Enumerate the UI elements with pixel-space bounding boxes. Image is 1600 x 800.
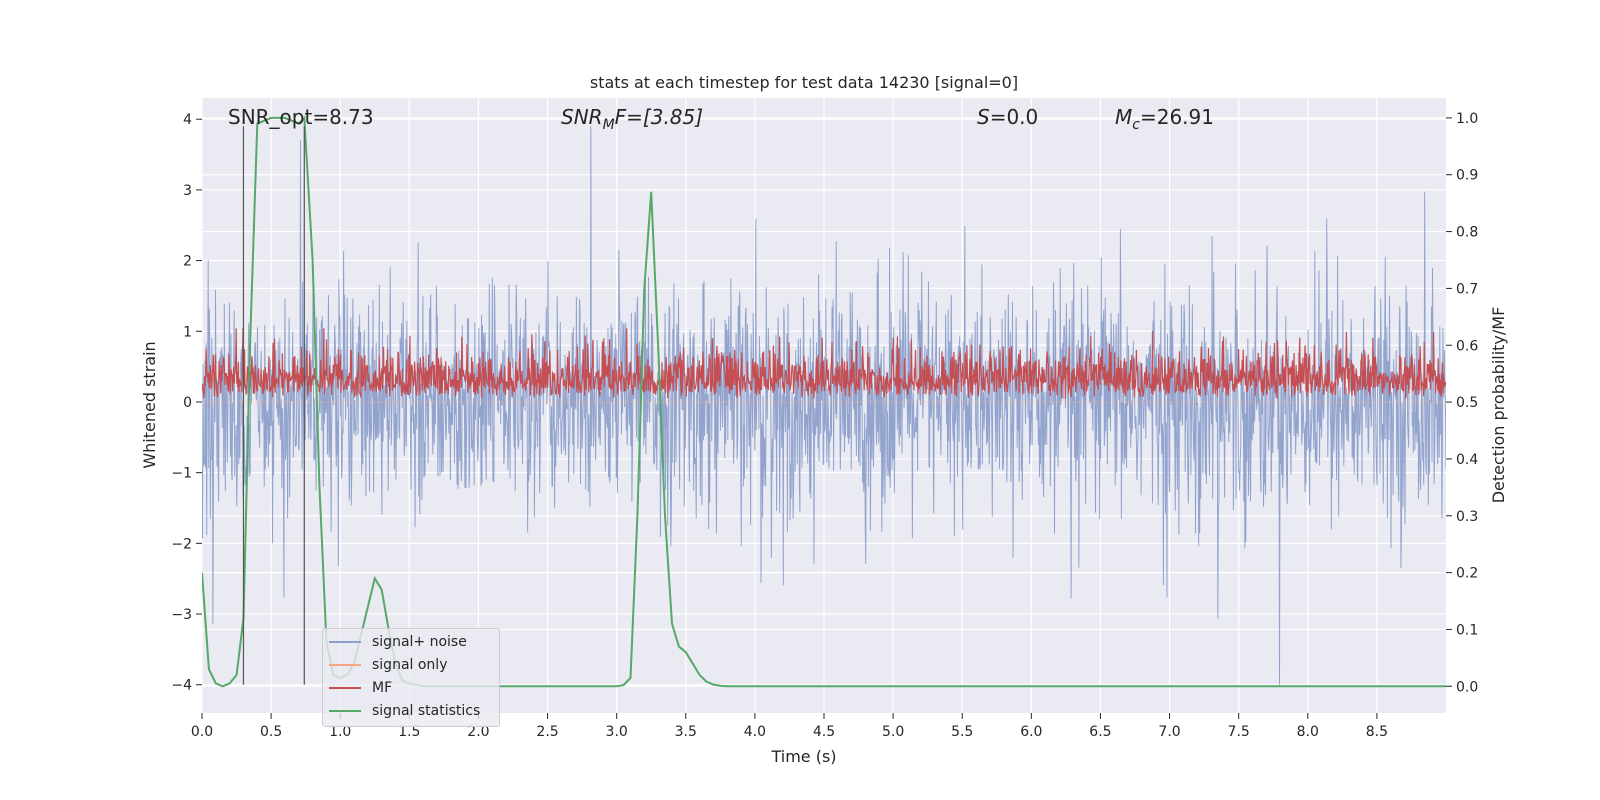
annotation-mc-var: M (1115, 105, 1132, 129)
legend-label-signal-only: signal only (372, 657, 448, 673)
x-tick-label: 7.0 (1158, 724, 1180, 740)
x-tick-label: 0.0 (191, 724, 213, 740)
y-right-tick-label: 0.7 (1456, 281, 1478, 297)
x-tick-label: 5.5 (951, 724, 973, 740)
y-right-tick-label: 1.0 (1456, 111, 1478, 127)
annotation-snr-mf-base: SNR (561, 105, 603, 129)
annotation-mc-rest: =26.91 (1140, 105, 1214, 129)
legend-item-signal-plus-noise: signal+ noise (329, 631, 467, 653)
annotation-s-rest: =0.0 (990, 105, 1039, 129)
x-tick-label: 2.5 (536, 724, 558, 740)
y-tick-label: −2 (171, 536, 192, 552)
y-tick-label: 2 (183, 254, 192, 270)
vertical-markers (242, 126, 305, 685)
x-tick-label: 5.0 (882, 724, 904, 740)
legend-swatch-signal-statistics (329, 710, 361, 712)
y-right-tick-label: 0.8 (1456, 225, 1478, 241)
x-tick-label: 4.0 (744, 724, 766, 740)
y-right-tick-label: 0.4 (1456, 452, 1478, 468)
x-tick-label: 4.5 (813, 724, 835, 740)
legend-label-signal-statistics: signal statistics (372, 703, 481, 719)
y-axis-right-label: Detection probability/MF (1489, 307, 1508, 504)
annotation-snr-mf-sub: M (603, 117, 615, 133)
x-tick-label: 3.5 (675, 724, 697, 740)
legend-swatch-signal-only (329, 664, 361, 666)
signal-plus-noise-line (202, 126, 1446, 685)
y-axis-label: Whitened strain (140, 341, 159, 468)
legend-swatch-signal-plus-noise (329, 641, 361, 643)
y-tick-label: −1 (171, 466, 192, 482)
axis-ticks: 0.0 0.5 1.0 1.5 2.0 2.5 3.0 3.5 4.0 4.5 5.0 5.5 6.0 6… (171, 111, 1478, 740)
y-tick-label: −3 (171, 607, 192, 623)
annotation-snr-mf-rest: F=[3.85] (615, 105, 703, 129)
x-tick-label: 0.5 (260, 724, 282, 740)
y-tick-label: −4 (171, 678, 192, 694)
legend-item-mf: MF (329, 677, 392, 699)
annotation-mc-sub: c (1132, 117, 1140, 133)
annotation-mc: Mc=26.91 (1115, 105, 1214, 133)
y-right-tick-label: 0.9 (1456, 168, 1478, 184)
x-tick-label: 1.0 (329, 724, 351, 740)
annotation-s: S=0.0 (977, 105, 1038, 129)
legend-label-mf: MF (372, 680, 393, 696)
x-axis-label: Time (s) (770, 747, 836, 766)
y-right-tick-label: 0.6 (1456, 338, 1478, 354)
y-tick-label: 0 (183, 395, 192, 411)
y-right-tick-label: 0.0 (1456, 679, 1478, 695)
y-tick-label: 4 (183, 112, 192, 128)
legend-label-signal-plus-noise: signal+ noise (372, 634, 467, 650)
annotation-snr-opt: SNR_opt=8.73 (228, 105, 374, 129)
chart-title: stats at each timestep for test data 142… (590, 73, 1018, 92)
y-right-tick-label: 0.5 (1456, 395, 1478, 411)
y-tick-label: 1 (183, 324, 192, 340)
legend-swatch-mf (329, 687, 361, 689)
legend-item-signal-statistics: signal statistics (329, 700, 480, 722)
x-tick-label: 6.5 (1089, 724, 1111, 740)
x-tick-label: 6.0 (1020, 724, 1042, 740)
y-right-tick-label: 0.3 (1456, 509, 1478, 525)
annotation-snr-mf: SNRMF=[3.85] (561, 105, 703, 133)
annotation-s-var: S (977, 105, 990, 129)
x-tick-label: 8.0 (1297, 724, 1319, 740)
y-tick-label: 3 (183, 183, 192, 199)
legend: signal+ noise signal only MF signal stat… (322, 628, 500, 727)
series-signal-plus-noise (202, 126, 1446, 685)
series-mf (202, 328, 1446, 399)
y-right-tick-label: 0.1 (1456, 622, 1478, 638)
x-tick-label: 3.0 (606, 724, 628, 740)
mf-line (202, 328, 1446, 399)
x-tick-label: 1.5 (398, 724, 420, 740)
x-tick-label: 8.5 (1366, 724, 1388, 740)
legend-item-signal-only: signal only (329, 654, 447, 676)
y-right-tick-label: 0.2 (1456, 566, 1478, 582)
x-tick-label: 7.5 (1228, 724, 1250, 740)
x-tick-label: 2.0 (467, 724, 489, 740)
